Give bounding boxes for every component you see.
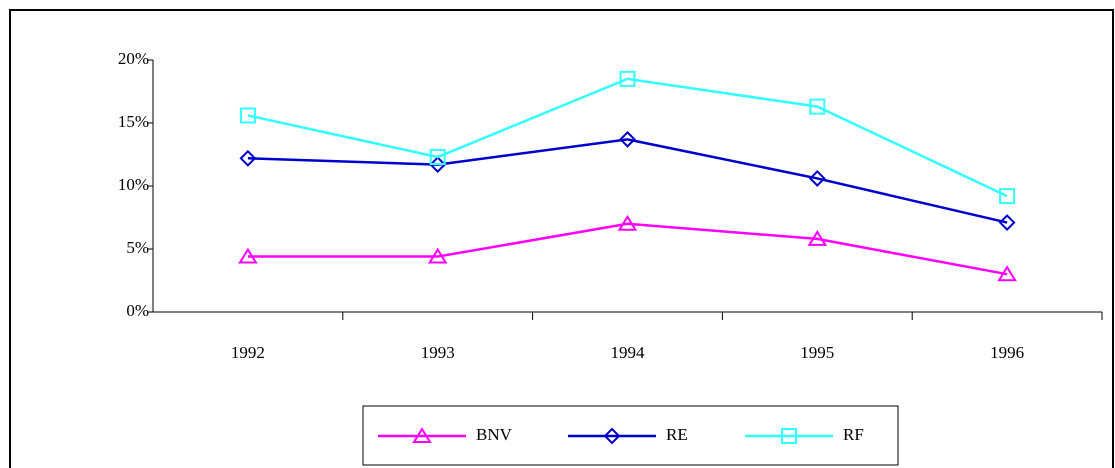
x-tick-label: 1993 bbox=[421, 343, 455, 362]
series-line bbox=[247, 222, 1008, 276]
series-line bbox=[247, 77, 1008, 198]
data-point bbox=[427, 247, 448, 264]
y-tick-label: 10% bbox=[118, 175, 149, 194]
data-point bbox=[809, 98, 826, 115]
legend-label: RE bbox=[666, 425, 688, 444]
data-point bbox=[429, 149, 446, 166]
data-point bbox=[239, 107, 256, 124]
y-tick-label: 20% bbox=[118, 49, 149, 68]
series-line bbox=[247, 138, 1008, 224]
data-point bbox=[997, 265, 1017, 282]
data-point bbox=[807, 230, 828, 246]
data-point bbox=[808, 170, 826, 187]
legend-label: BNV bbox=[476, 425, 513, 444]
data-point bbox=[998, 214, 1016, 231]
chart-frame bbox=[9, 9, 1114, 468]
y-tick-label: 0% bbox=[126, 301, 149, 320]
x-tick-label: 1994 bbox=[611, 343, 646, 362]
y-tick-label: 5% bbox=[126, 238, 149, 257]
legend-label: RF bbox=[843, 425, 864, 444]
data-point bbox=[617, 214, 638, 231]
x-tick-label: 1996 bbox=[990, 343, 1024, 362]
data-point bbox=[999, 188, 1016, 205]
x-tick-label: 1995 bbox=[800, 343, 834, 362]
y-tick-label: 15% bbox=[118, 112, 149, 131]
data-point bbox=[619, 70, 636, 87]
x-tick-label: 1992 bbox=[231, 343, 265, 362]
legend-marker bbox=[781, 428, 797, 444]
data-point bbox=[239, 149, 257, 167]
legend-marker bbox=[412, 427, 432, 443]
data-point bbox=[238, 247, 258, 264]
legend-marker bbox=[603, 427, 621, 445]
data-point bbox=[429, 156, 447, 173]
data-point bbox=[619, 130, 636, 148]
